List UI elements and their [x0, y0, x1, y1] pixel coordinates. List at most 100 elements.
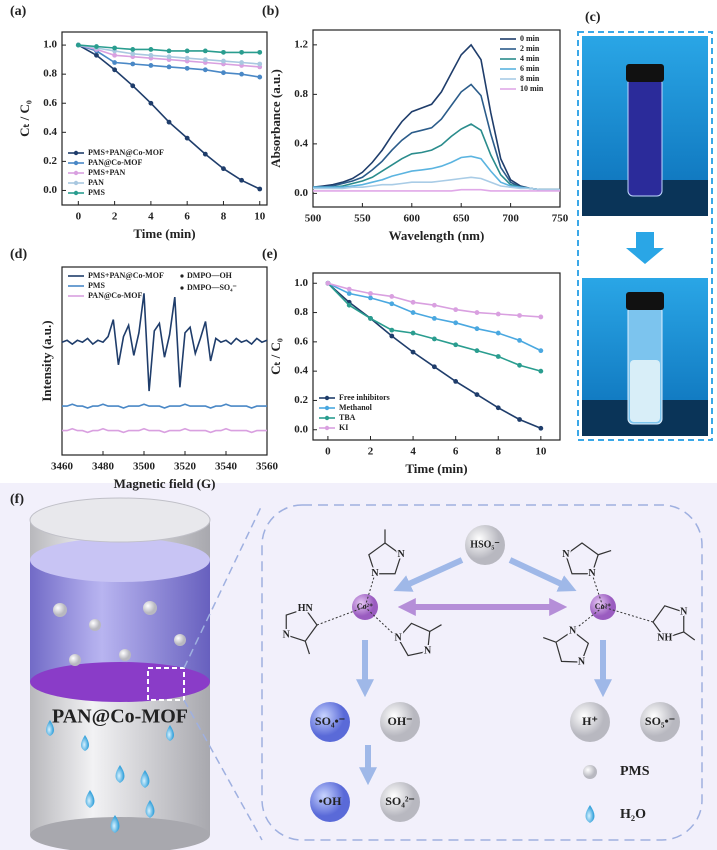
data-point: [148, 100, 154, 106]
data-point: [517, 362, 522, 368]
legend-marker: [73, 160, 79, 166]
data-point: [410, 299, 416, 305]
data-point: [112, 60, 118, 65]
legend-label: 0 min: [520, 34, 540, 43]
species-label: SO₄•⁻: [315, 714, 345, 728]
drop: [85, 790, 95, 808]
x-tick-label: 3560: [256, 461, 279, 473]
coordination-bond: [316, 606, 366, 626]
atom-label: HN: [298, 603, 314, 614]
data-point: [410, 330, 416, 336]
legend-label: PMS: [88, 188, 105, 197]
drop: [110, 815, 120, 833]
data-point: [130, 47, 136, 52]
membrane-label: PAN@Co-MOF: [52, 706, 188, 728]
drop: [140, 770, 150, 788]
drop: [166, 725, 174, 741]
data-point: [346, 302, 352, 308]
legend-marker: [324, 405, 330, 411]
data-point: [166, 119, 172, 125]
x-tick-label: 600: [404, 213, 421, 225]
series-line: [62, 427, 267, 434]
data-point: [148, 63, 154, 68]
species-label: •OH: [319, 794, 343, 808]
bubble: [53, 603, 67, 617]
y-tick-label: 0.8: [294, 306, 308, 318]
species-label: H⁺: [582, 714, 598, 728]
series-line: [313, 83, 560, 191]
atom-label: N: [424, 646, 432, 657]
data-point: [112, 67, 118, 73]
series-line: [312, 43, 560, 191]
data-point: [538, 314, 544, 320]
legend-label: 4 min: [520, 54, 540, 63]
methyl: [683, 631, 696, 641]
data-point: [202, 67, 208, 73]
x-tick-label: 700: [502, 213, 519, 225]
legend-marker: [73, 150, 79, 156]
data-point: [202, 57, 208, 63]
y-tick-label: 0.2: [43, 155, 57, 167]
y-tick-label: 0.0: [294, 423, 308, 435]
sphere: [465, 525, 505, 565]
data-point: [221, 166, 226, 172]
x-tick-label: 4: [148, 211, 154, 223]
data-point: [389, 327, 395, 333]
x-tick-label: 6: [184, 211, 190, 223]
legend-label: TBA: [339, 413, 356, 422]
data-point: [166, 48, 172, 54]
series-line: [313, 155, 560, 191]
sphere: [380, 782, 420, 822]
x-tick-label: 3540: [215, 461, 238, 473]
data-point: [431, 302, 437, 308]
drop: [145, 800, 155, 818]
legend-drop: [585, 805, 595, 823]
x-tick-label: 0: [325, 446, 331, 458]
methyl: [543, 636, 557, 643]
legend-label: PAN@Co-MOF: [88, 291, 143, 300]
legend-label: PMS: [620, 764, 650, 779]
legend-marker: [73, 170, 79, 176]
panel-label: (d): [10, 247, 27, 262]
plot-frame: [312, 272, 561, 441]
atom-label: N: [569, 625, 577, 636]
data-point: [495, 311, 501, 317]
legend-marker: [73, 180, 79, 186]
data-point: [410, 310, 416, 315]
species-label: OH⁻: [387, 714, 412, 728]
legend-sphere: [583, 765, 597, 779]
species-label: SO₅•⁻: [645, 714, 675, 728]
bubble: [69, 654, 81, 666]
coordination-bond: [364, 606, 399, 639]
data-point: [538, 368, 544, 374]
data-point: [389, 294, 395, 299]
data-point: [184, 48, 190, 54]
legend-label: PMS: [88, 281, 105, 290]
data-point: [184, 55, 190, 61]
data-point: [166, 54, 172, 60]
data-point: [368, 316, 373, 321]
data-point: [130, 51, 136, 57]
legend-label: 2 min: [520, 44, 540, 53]
data-point: [239, 60, 245, 65]
x-tick-label: 6: [453, 446, 459, 458]
annotation-dot: [180, 274, 184, 278]
data-point: [148, 52, 154, 58]
data-point: [474, 310, 480, 315]
data-point: [431, 336, 437, 342]
x-tick-label: 750: [552, 213, 569, 225]
legend-label: PMS+PAN@Co-MOF: [88, 148, 164, 157]
atom-label: N: [588, 568, 596, 579]
y-axis-label: Cₜ / C₀: [268, 338, 283, 375]
vial-liquid: [630, 360, 660, 422]
legend-label: Free inhibitors: [339, 393, 390, 402]
y-tick-label: 0.4: [294, 365, 308, 377]
series-line: [313, 188, 560, 192]
y-tick-label: 0.6: [43, 97, 57, 109]
data-point: [325, 280, 331, 286]
plot-frame: [312, 29, 561, 208]
coordination-bond: [572, 606, 604, 632]
x-tick-label: 3480: [92, 461, 115, 473]
bubble: [119, 649, 131, 661]
x-tick-label: 8: [221, 211, 227, 223]
